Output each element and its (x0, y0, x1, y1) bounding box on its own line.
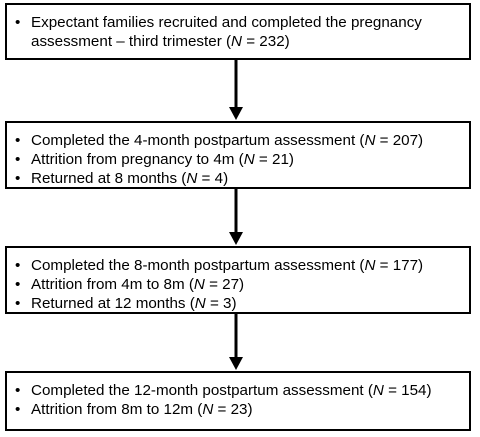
item-list: • Completed the 8-month postpartum asses… (13, 256, 463, 313)
item-text: Expectant families recruited and complet… (31, 14, 422, 50)
list-item: • Completed the 12-month postpartum asse… (13, 381, 463, 400)
n-value: = 21) (254, 151, 294, 168)
item-text: Completed the 4-month postpartum assessm… (31, 132, 365, 149)
list-item: • Completed the 4-month postpartum asses… (13, 131, 463, 150)
bullet-icon: • (15, 170, 21, 187)
n-symbol: N (364, 257, 376, 274)
list-item: • Attrition from 8m to 12m (N = 23) (13, 400, 463, 419)
flowchart-box-8-month: • Completed the 8-month postpartum asses… (5, 246, 471, 314)
n-symbol: N (194, 295, 206, 312)
n-symbol: N (243, 151, 255, 168)
list-item: • Attrition from 4m to 8m (N = 27) (13, 275, 463, 294)
item-text: Attrition from 8m to 12m ( (31, 401, 203, 418)
down-arrow-icon (226, 314, 246, 371)
list-item: • Expectant families recruited and compl… (13, 13, 463, 51)
list-item: • Completed the 8-month postpartum asses… (13, 256, 463, 275)
n-symbol: N (186, 170, 198, 187)
item-text: Attrition from 4m to 8m ( (31, 276, 194, 293)
item-list: • Completed the 4-month postpartum asses… (13, 131, 463, 188)
list-item: • Attrition from pregnancy to 4m (N = 21… (13, 150, 463, 169)
bullet-icon: • (15, 14, 21, 31)
item-text: Completed the 12-month postpartum assess… (31, 382, 373, 399)
bullet-icon: • (15, 276, 21, 293)
n-value: = 207) (375, 132, 424, 149)
n-value: = 27) (204, 276, 245, 293)
list-item: • Returned at 12 months (N = 3) (13, 294, 463, 313)
item-text: Returned at 12 months ( (31, 295, 195, 312)
item-list: • Expectant families recruited and compl… (13, 13, 463, 51)
flowchart-box-12-month: • Completed the 12-month postpartum asse… (5, 371, 471, 431)
item-text: Attrition from pregnancy to 4m ( (31, 151, 244, 168)
n-symbol: N (372, 382, 384, 399)
n-value: = 4) (197, 170, 229, 187)
bullet-icon: • (15, 401, 21, 418)
item-text: Returned at 8 months ( (31, 170, 187, 187)
n-symbol: N (202, 401, 214, 418)
down-arrow-icon (226, 189, 246, 246)
n-symbol: N (193, 276, 205, 293)
flowchart-box-4-month: • Completed the 4-month postpartum asses… (5, 121, 471, 189)
bullet-icon: • (15, 151, 21, 168)
bullet-icon: • (15, 132, 21, 149)
bullet-icon: • (15, 295, 21, 312)
n-value: = 177) (375, 257, 424, 274)
n-value: = 23) (213, 401, 253, 418)
bullet-icon: • (15, 257, 21, 274)
n-symbol: N (231, 33, 242, 50)
item-text: Completed the 8-month postpartum assessm… (31, 257, 365, 274)
flowchart-box-pregnancy: • Expectant families recruited and compl… (5, 3, 471, 60)
n-value: = 3) (205, 295, 237, 312)
n-symbol: N (364, 132, 376, 149)
down-arrow-icon (226, 60, 246, 121)
n-value: = 154) (383, 382, 432, 399)
list-item: • Returned at 8 months (N = 4) (13, 169, 463, 188)
item-list: • Completed the 12-month postpartum asse… (13, 381, 463, 419)
n-value: = 232) (242, 33, 290, 50)
bullet-icon: • (15, 382, 21, 399)
